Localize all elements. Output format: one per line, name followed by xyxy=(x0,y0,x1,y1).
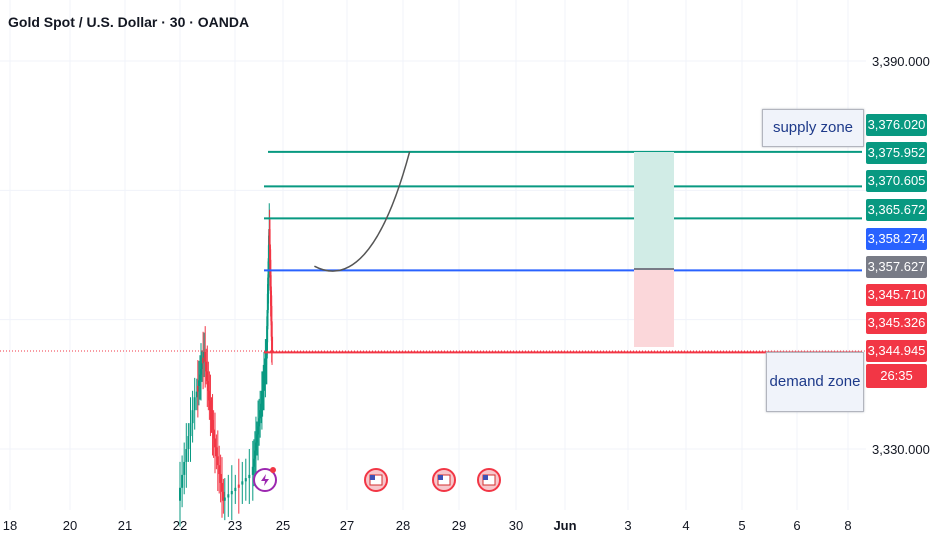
candle-body xyxy=(214,438,216,448)
candle-body xyxy=(207,381,210,391)
candle-body xyxy=(253,450,256,459)
candle-body xyxy=(248,474,251,479)
candle-body xyxy=(230,491,233,495)
x-axis-label-8: 8 xyxy=(844,518,852,533)
candle-body xyxy=(206,371,209,382)
candle-body xyxy=(241,481,244,485)
stop-zone xyxy=(634,269,674,347)
candle-body xyxy=(219,474,222,483)
x-axis-label-21: 21 xyxy=(117,518,133,533)
us-flag-icon[interactable] xyxy=(477,468,501,492)
price-label-3365-672: 3,365.672 xyxy=(866,199,927,221)
candle-body xyxy=(218,465,221,475)
candle-body xyxy=(187,436,190,449)
candle-body xyxy=(258,418,261,427)
us-flag-icon[interactable] xyxy=(364,468,388,492)
x-axis-label-29: 29 xyxy=(451,518,467,533)
demand-zone-label[interactable]: demand zone xyxy=(766,352,864,412)
candle-body xyxy=(221,482,223,492)
candle-body xyxy=(263,371,266,378)
countdown-label: 26:35 xyxy=(866,364,927,388)
candle-body xyxy=(215,447,218,457)
price-label-3344-945: 3,344.945 xyxy=(866,340,927,362)
candle-body xyxy=(264,364,267,372)
candle-body xyxy=(209,400,212,411)
candle-body xyxy=(263,377,265,385)
candle-body xyxy=(210,410,213,420)
x-axis-label-3: 3 xyxy=(624,518,632,533)
x-axis-label-jun: Jun xyxy=(553,518,577,533)
candle-body xyxy=(223,497,226,501)
x-axis-label-20: 20 xyxy=(62,518,78,533)
y-axis-label-3330: 3,330.000 xyxy=(872,442,930,457)
candle-body xyxy=(198,374,201,381)
candle-body xyxy=(181,474,184,488)
candle-body xyxy=(265,358,268,365)
candle-body xyxy=(185,449,188,462)
candle-body xyxy=(208,390,211,401)
price-label-3357-627: 3,357.627 xyxy=(866,256,927,278)
candle-body xyxy=(183,461,186,475)
candle-body xyxy=(201,363,204,369)
candle-body xyxy=(196,385,199,392)
candle-body xyxy=(216,456,219,466)
x-axis-label-27: 27 xyxy=(339,518,355,533)
candle-body xyxy=(212,429,215,439)
candle-body xyxy=(204,352,207,362)
x-axis-label-4: 4 xyxy=(682,518,690,533)
candle-body xyxy=(205,361,208,372)
price-label-3370-605: 3,370.605 xyxy=(866,170,927,192)
candle-body xyxy=(191,410,194,424)
x-axis-label-18: 18 xyxy=(2,518,18,533)
chart-title: Gold Spot / U.S. Dollar · 30 · OANDA xyxy=(8,14,250,30)
candle-body xyxy=(262,384,265,391)
candle-body xyxy=(203,352,206,358)
x-axis-label-22: 22 xyxy=(172,518,188,533)
price-label-3345-326: 3,345.326 xyxy=(866,312,927,334)
x-axis-label-6: 6 xyxy=(793,518,801,533)
price-label-3358-274: 3,358.274 xyxy=(866,228,927,250)
flash-event-icon[interactable] xyxy=(253,467,277,492)
candle-body xyxy=(260,397,263,404)
price-candles xyxy=(179,203,274,527)
target-zone xyxy=(634,152,674,269)
candle-body xyxy=(193,397,196,411)
candle-body xyxy=(197,380,200,386)
price-label-3345-710: 3,345.710 xyxy=(866,284,927,306)
x-axis-label-23: 23 xyxy=(227,518,243,533)
candle-body xyxy=(237,484,240,488)
candle-body xyxy=(259,410,262,419)
candle-body xyxy=(260,403,263,411)
us-flag-icon[interactable] xyxy=(432,468,456,492)
supply-zone-label[interactable]: supply zone xyxy=(762,109,864,147)
candle-body xyxy=(227,494,230,498)
candle-body xyxy=(254,442,257,451)
projection-curve xyxy=(314,151,411,272)
x-axis-label-30: 30 xyxy=(508,518,524,533)
candle-body xyxy=(271,336,274,352)
price-label-3375-952: 3,375.952 xyxy=(866,142,927,164)
candle-body xyxy=(202,357,205,364)
candle-body xyxy=(222,491,225,501)
price-label-3376-020: 3,376.020 xyxy=(866,114,927,136)
candle-body xyxy=(251,466,254,475)
horizontal-levels xyxy=(264,150,862,354)
candle-body xyxy=(256,434,258,443)
candle-body xyxy=(179,487,181,501)
candle-body xyxy=(195,391,198,398)
candle-body xyxy=(257,426,260,435)
candle-body xyxy=(234,487,237,492)
candle-body xyxy=(189,423,192,437)
y-axis-label-3390: 3,390.000 xyxy=(872,54,930,69)
x-axis-label-5: 5 xyxy=(738,518,746,533)
candle-body xyxy=(211,419,214,430)
candle-body xyxy=(200,368,202,375)
candle-body xyxy=(244,478,247,482)
candle-body xyxy=(261,390,264,398)
x-axis-label-25: 25 xyxy=(275,518,291,533)
chart-grid xyxy=(0,0,866,510)
x-axis-label-28: 28 xyxy=(395,518,411,533)
candle-body xyxy=(252,458,255,467)
